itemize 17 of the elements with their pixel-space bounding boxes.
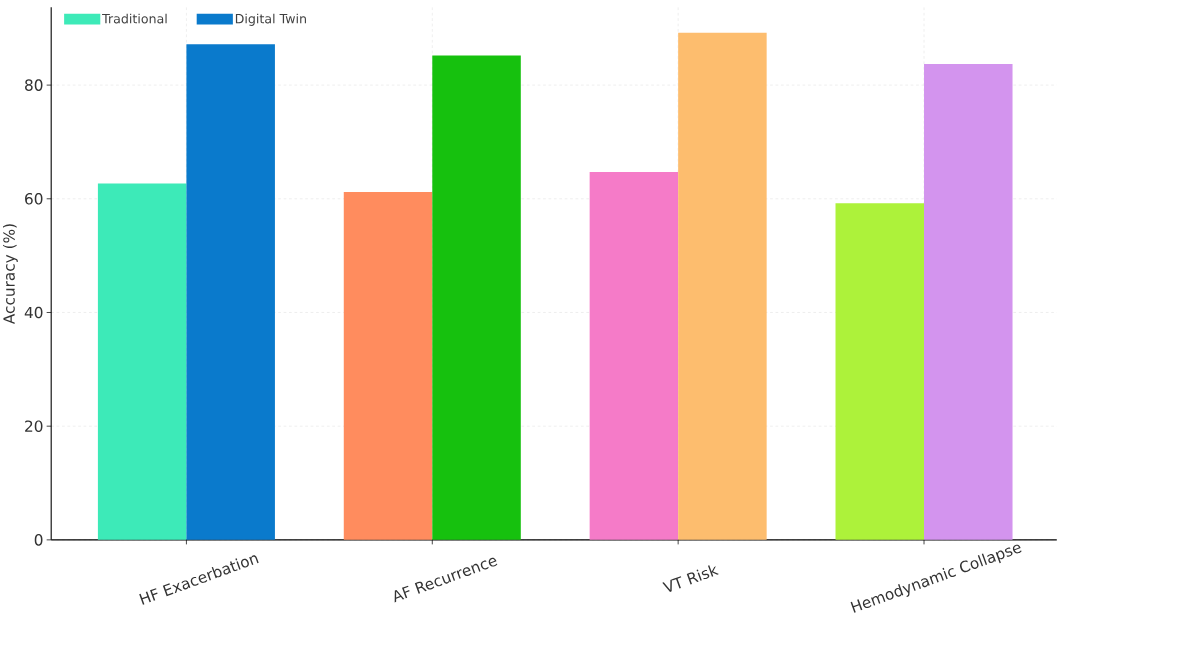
- bar: [343, 192, 433, 541]
- y-tick-label: 40: [24, 306, 43, 319]
- y-tick-label: 20: [25, 420, 43, 433]
- bar: [835, 203, 925, 541]
- bar: [432, 55, 521, 541]
- y-tick-label: 0: [34, 534, 43, 546]
- x-tick-label: VT Risk: [662, 565, 719, 593]
- legend-label: Traditional: [102, 13, 167, 24]
- bar: [589, 172, 679, 541]
- y-tick-label: 60: [25, 193, 43, 205]
- y-axis-title: Accuracy (%): [3, 224, 18, 325]
- legend-label: Digital Twin: [235, 13, 306, 27]
- bar: [186, 44, 275, 541]
- bar: [924, 64, 1013, 541]
- y-tick-label: 80: [25, 79, 43, 92]
- bar: [678, 32, 767, 541]
- bar: [97, 183, 187, 541]
